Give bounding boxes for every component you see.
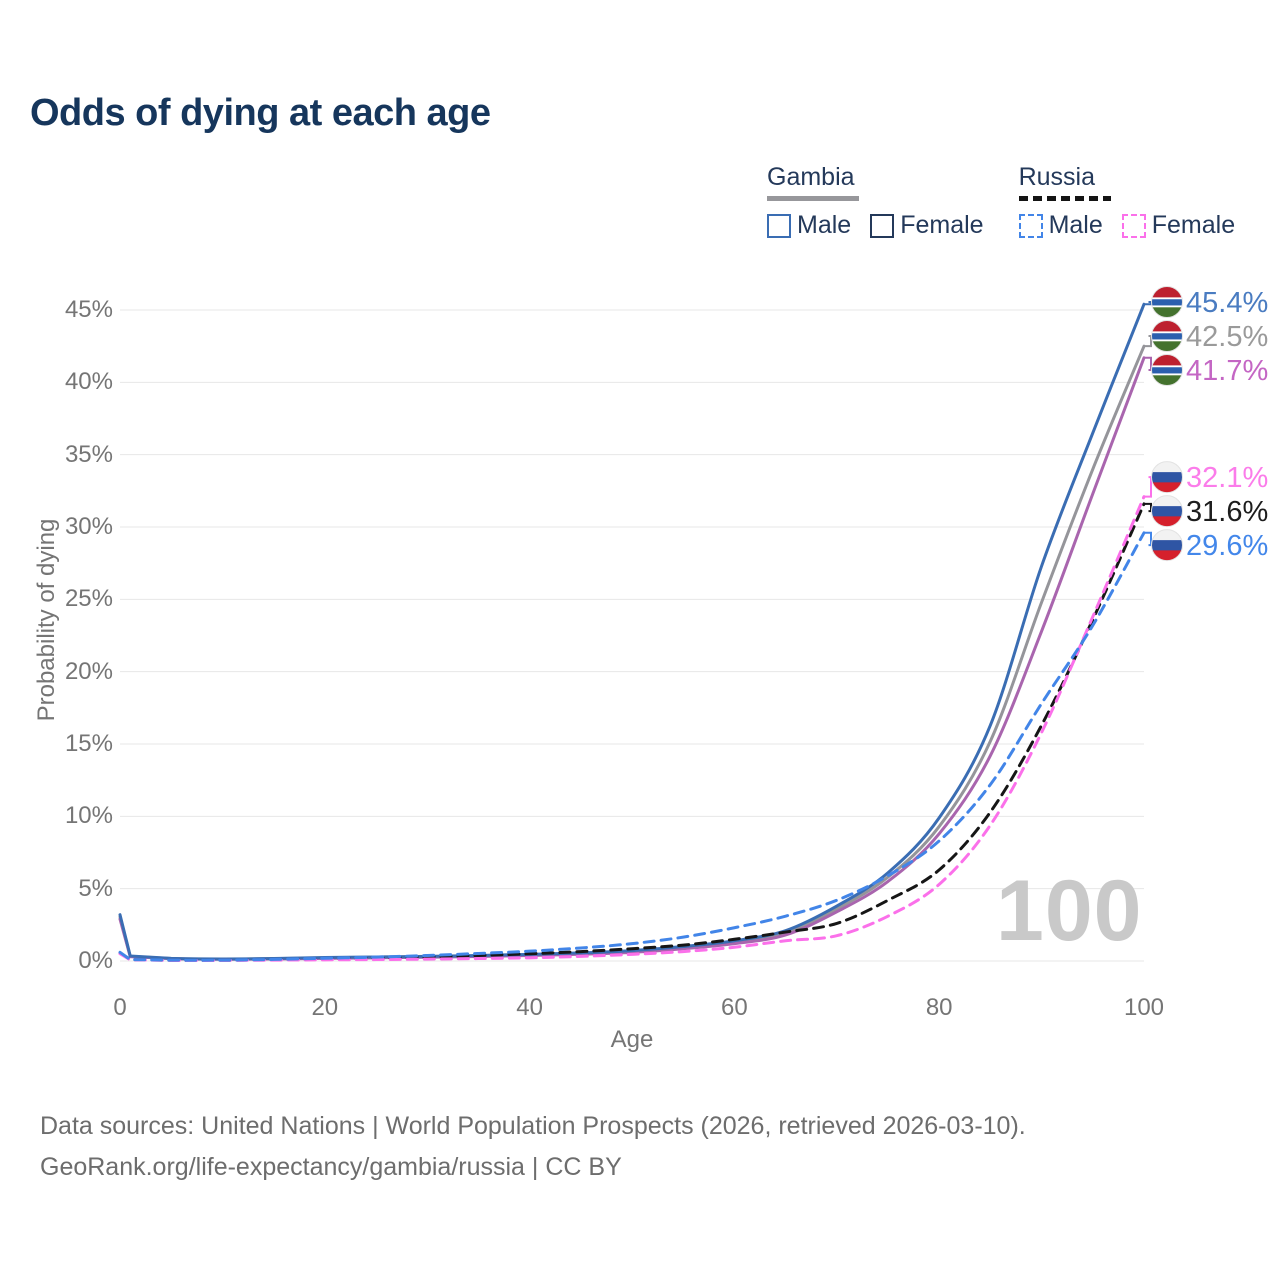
russia-flag-icon [1151,461,1183,494]
russia-flag-icon [1151,529,1183,562]
series-line-gambia-male[interactable] [118,302,1146,961]
series-line-russia-male[interactable] [118,531,1146,962]
legend-swatch-icon [767,213,791,238]
y-tick-label: 0% [78,947,113,974]
series-end-label-russia-male: 29.6% [1186,530,1268,562]
legend-group-line-swatch [1018,196,1111,201]
data-sources-line: Data sources: United Nations | World Pop… [40,1112,1026,1140]
x-axis-title: Age [610,1026,654,1053]
y-tick-label: 20% [64,657,113,685]
y-tick-label: 35% [64,440,113,468]
legend: Gambia Male Female Russia Male Female [767,163,1235,240]
legend-item-label: Male [1048,211,1103,239]
gambia-flag-icon [1151,320,1183,353]
legend-item-russia-male[interactable]: Male [1018,211,1103,240]
series-line-gambia-female[interactable] [118,356,1146,961]
legend-item-russia-female[interactable]: Female [1121,211,1236,240]
y-tick-label: 5% [78,874,113,902]
legend-items: Male Female [767,211,984,240]
series-end-label-gambia-male: 45.4% [1186,287,1268,319]
legend-item-label: Female [900,211,984,239]
y-axis-title: Probability of dying [33,518,60,722]
legend-item-gambia-female[interactable]: Female [870,211,984,240]
attribution-line: GeoRank.org/life-expectancy/gambia/russi… [40,1153,622,1181]
legend-swatch-icon [1018,213,1043,238]
y-tick-label: 45% [64,296,113,323]
legend-swatch-icon [1121,213,1146,238]
gambia-flag-icon [1151,286,1183,319]
end-label-connector [1145,531,1152,547]
chart-title: Odds of dying at each age [30,92,491,134]
y-tick-label: 10% [64,802,113,830]
x-tick-label: 80 [925,994,953,1021]
legend-item-gambia-male[interactable]: Male [767,211,851,240]
legend-group-gambia: Gambia Male Female [767,163,984,240]
legend-swatch-icon [870,213,895,238]
series-end-label-gambia-both: 42.5% [1186,321,1268,353]
y-tick-label: 40% [64,368,113,396]
x-tick-label: 40 [516,994,543,1021]
series-line-gambia-both[interactable] [118,344,1146,961]
x-tick-label: 20 [311,994,339,1021]
y-tick-label: 25% [64,585,113,613]
end-label-connector [1145,476,1152,498]
legend-group-title-russia[interactable]: Russia [1018,163,1095,191]
end-label-connector [1145,335,1152,348]
series-line-russia-female[interactable] [118,495,1146,962]
legend-group-title-gambia[interactable]: Gambia [767,163,855,191]
x-tick-label: 100 [1123,994,1165,1021]
legend-items: Male Female [1018,211,1236,240]
series-line-russia-both[interactable] [118,502,1146,962]
y-tick-label: 30% [64,513,113,540]
end-label-connector [1145,301,1152,306]
x-tick-label: 0 [113,994,127,1021]
legend-group-russia: Russia Male Female [1018,163,1236,240]
legend-item-label: Female [1151,211,1236,239]
series-end-label-russia-female: 32.1% [1186,462,1268,494]
gambia-flag-icon [1151,354,1183,387]
legend-group-line-swatch [767,196,859,201]
footer: Data sources: United Nations | World Pop… [40,1106,1026,1188]
series-end-label-gambia-female: 41.7% [1186,355,1268,387]
end-label-connector [1145,356,1152,372]
y-tick-label: 15% [64,730,113,757]
end-label-connector [1145,502,1152,513]
legend-item-label: Male [797,211,852,239]
series-end-label-russia-both: 31.6% [1186,496,1268,528]
russia-flag-icon [1151,495,1183,528]
watermark-age-100: 100 [996,863,1143,959]
x-tick-label: 60 [721,994,748,1021]
